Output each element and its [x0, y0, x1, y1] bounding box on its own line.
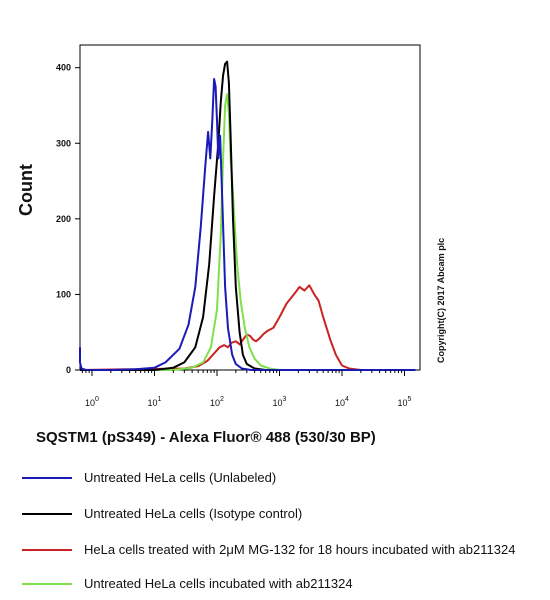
legend-label: Untreated HeLa cells incubated with ab21… — [84, 576, 353, 591]
histogram-chart: 0 100 200 300 400 100 101 102 103 104 105 Count — [16, 44, 421, 408]
y-tick-label: 0 — [66, 365, 71, 375]
curve-ab211324 — [80, 93, 416, 371]
legend-swatch-red — [22, 549, 72, 551]
x-tick-label: 102 — [210, 396, 224, 408]
curve-unlabeled — [79, 78, 416, 371]
y-tick-label: 300 — [56, 138, 71, 148]
plot-frame — [79, 44, 421, 371]
copyright-annotation: Copyright(C) 2017 Abcam plc — [436, 237, 446, 363]
legend-label: HeLa cells treated with 2μM MG-132 for 1… — [84, 542, 516, 557]
legend-swatch-black — [22, 513, 72, 515]
y-tick-label: 100 — [56, 289, 71, 299]
legend-label: Untreated HeLa cells (Isotype control) — [84, 506, 303, 521]
x-tick-label: 101 — [148, 396, 162, 408]
curve-isotype — [80, 60, 416, 371]
legend-label: Untreated HeLa cells (Unlabeled) — [84, 470, 277, 485]
y-tick-label: 200 — [56, 214, 71, 224]
legend-swatch-blue — [22, 477, 72, 479]
x-tick-label: 103 — [273, 396, 287, 408]
x-tick-label: 104 — [335, 396, 349, 408]
x-axis-label: SQSTM1 (pS349) - Alexa Fluor® 488 (530/3… — [36, 429, 376, 446]
x-tick-label: 100 — [85, 396, 99, 408]
x-tick-label: 105 — [398, 396, 412, 408]
legend-swatch-green — [22, 583, 72, 585]
y-axis-label: Count — [16, 164, 36, 216]
curve-mg132 — [79, 284, 416, 371]
y-tick-label: 400 — [56, 63, 71, 73]
